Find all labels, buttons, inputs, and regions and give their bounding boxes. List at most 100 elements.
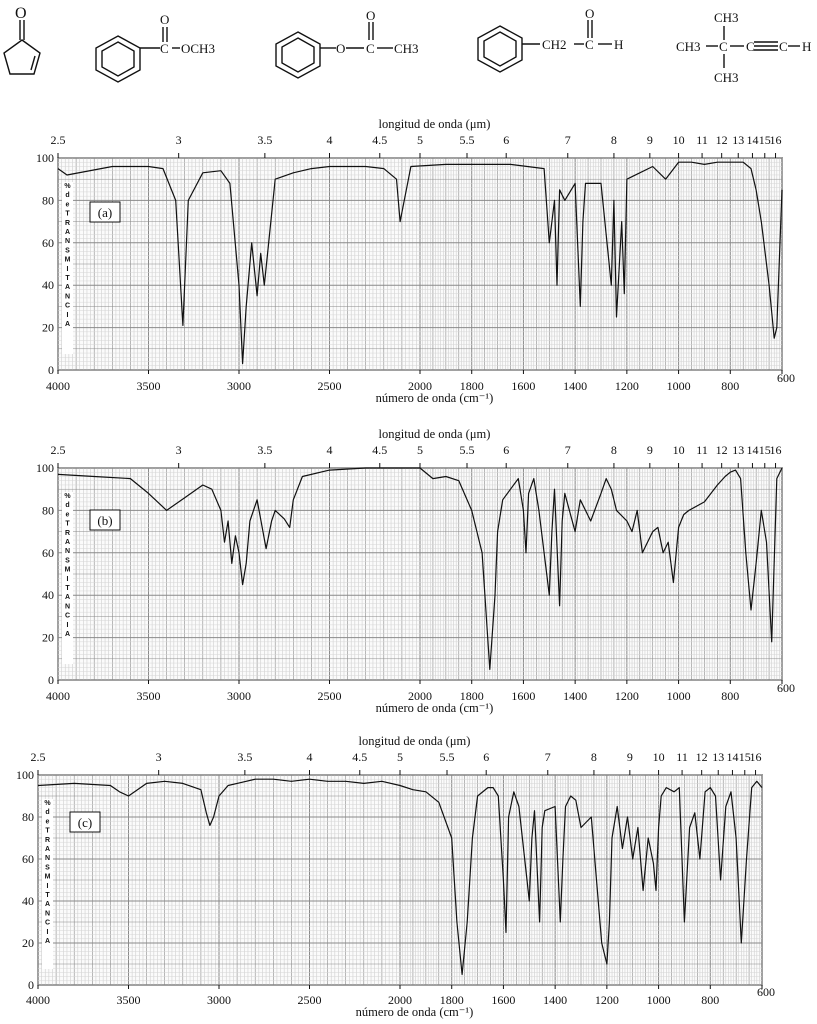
y-tick-label: 80 — [22, 810, 34, 824]
structure-label: CH3 — [714, 70, 739, 85]
top-tick-label: 7 — [545, 750, 551, 764]
structure-methyl-benzoate — [95, 27, 180, 83]
structure-label: O — [585, 6, 594, 21]
structure-label: C — [719, 39, 728, 54]
ylabel-band — [42, 799, 53, 969]
top-tick-label: 6 — [503, 133, 509, 147]
panel-label: (b) — [97, 513, 112, 528]
top-tick-label: 5.5 — [440, 750, 455, 764]
ir-spectrum-a: % d e T R A N S M I T A N C I A 0 20 40 60 80 100 4000 3500 3000… — [36, 117, 795, 405]
x-axis-label: número de onda (cm⁻¹) — [376, 701, 494, 715]
top-tick-label: 10 — [673, 133, 685, 147]
structure-label: O — [160, 12, 169, 27]
y-axis-label: % d e T R A N S M I T A N C I A — [44, 800, 51, 945]
top-tick-label: 2.5 — [51, 133, 66, 147]
top-tick-label: 8 — [591, 750, 597, 764]
top-tick-label: 15 — [759, 443, 771, 457]
panel-label-box — [69, 811, 101, 833]
top-tick-label: 9 — [647, 133, 653, 147]
y-tick-label: 60 — [42, 236, 54, 250]
y-tick-label: 80 — [42, 193, 54, 207]
y-tick-label: 100 — [36, 461, 54, 475]
structure-tert-butylacetylene — [706, 26, 800, 68]
grid — [37, 774, 763, 986]
structure-label: C — [746, 39, 755, 54]
x-tick-label: 1000 — [667, 379, 691, 393]
x-tick-label: 1400 — [543, 993, 567, 1007]
x-tick-label: 3500 — [117, 993, 141, 1007]
x-tick-label: 1000 — [647, 993, 671, 1007]
top-tick-label: 7 — [565, 133, 571, 147]
top-tick-label: 4.5 — [372, 133, 387, 147]
top-tick-label: 13 — [732, 443, 744, 457]
y-tick-label: 60 — [42, 546, 54, 560]
top-tick-label: 5 — [417, 133, 423, 147]
ylabel-band — [62, 182, 73, 354]
x-tick-label: 4000 — [46, 379, 70, 393]
x-tick-label: 1600 — [491, 993, 515, 1007]
x-tick-label: 2000 — [408, 689, 432, 703]
top-tick-label: 11 — [676, 750, 688, 764]
chemical-structures-row: O O C OCH3 O O C CH3 O CH2 C H — [3, 5, 811, 85]
top-tick-label: 12 — [716, 443, 728, 457]
ir-spectrum-b: % d e T R A N S M I T A N C I A 0 20 40 60 80 100 4000 3500 3000… — [36, 427, 795, 715]
top-tick-label: 7 — [565, 443, 571, 457]
top-tick-label: 11 — [696, 443, 708, 457]
panel-label: (a) — [98, 205, 112, 220]
top-tick-label: 5.5 — [460, 133, 475, 147]
x-tick-label: 1400 — [563, 379, 587, 393]
top-tick-label: 14 — [726, 750, 738, 764]
x-tick-label: 2500 — [318, 379, 342, 393]
x-tick-label: 3000 — [227, 379, 251, 393]
grid — [57, 157, 783, 371]
y-tick-label: 20 — [22, 936, 34, 950]
structure-label: C — [585, 37, 594, 52]
structure-label: CH3 — [714, 10, 739, 25]
structure-label: CH3 — [394, 41, 419, 56]
top-tick-label: 16 — [770, 443, 782, 457]
top-tick-label: 2.5 — [31, 750, 46, 764]
x-tick-label: 800 — [721, 379, 739, 393]
top-tick-label: 3.5 — [257, 443, 272, 457]
top-tick-label: 6 — [503, 443, 509, 457]
x-tick-label: 4000 — [46, 689, 70, 703]
grid — [57, 467, 783, 681]
spectrum-line — [37, 778, 763, 976]
top-tick-label: 15 — [759, 133, 771, 147]
top-tick-label: 10 — [673, 443, 685, 457]
x-tick-label: 1800 — [460, 379, 484, 393]
x-tick-label: 600 — [757, 985, 775, 999]
y-tick-label: 100 — [16, 768, 34, 782]
x-tick-label: 1200 — [615, 689, 639, 703]
y-axis-label: % d e T R A N S M I T A N C I A — [64, 493, 71, 638]
y-tick-label: 40 — [42, 278, 54, 292]
x-tick-label: 1400 — [563, 689, 587, 703]
x-tick-label: 2000 — [388, 993, 412, 1007]
structure-label: O — [15, 5, 27, 22]
y-tick-label: 0 — [48, 363, 54, 377]
structure-label: O — [336, 41, 345, 56]
top-tick-label: 15 — [739, 750, 751, 764]
x-axis-label: número de onda (cm⁻¹) — [356, 1005, 474, 1019]
top-tick-label: 12 — [696, 750, 708, 764]
y-tick-label: 20 — [42, 321, 54, 335]
structure-label: C — [160, 41, 169, 56]
structure-label: C — [366, 41, 375, 56]
x-tick-label: 600 — [777, 681, 795, 695]
top-tick-label: 4.5 — [352, 750, 367, 764]
x-tick-label: 800 — [721, 689, 739, 703]
top-axis-label: longitud de onda (μm) — [359, 734, 471, 748]
structure-label: C — [779, 39, 788, 54]
top-tick-label: 11 — [696, 133, 708, 147]
top-tick-label: 3 — [156, 750, 162, 764]
panel-label-box — [89, 509, 121, 531]
structure-label: H — [614, 37, 623, 52]
top-tick-label: 4 — [327, 133, 333, 147]
y-tick-label: 20 — [42, 631, 54, 645]
structure-cyclopentenone — [3, 20, 41, 75]
top-tick-label: 8 — [611, 133, 617, 147]
x-tick-label: 3500 — [137, 689, 161, 703]
top-tick-label: 13 — [712, 750, 724, 764]
top-tick-label: 9 — [627, 750, 633, 764]
y-tick-label: 0 — [48, 673, 54, 687]
